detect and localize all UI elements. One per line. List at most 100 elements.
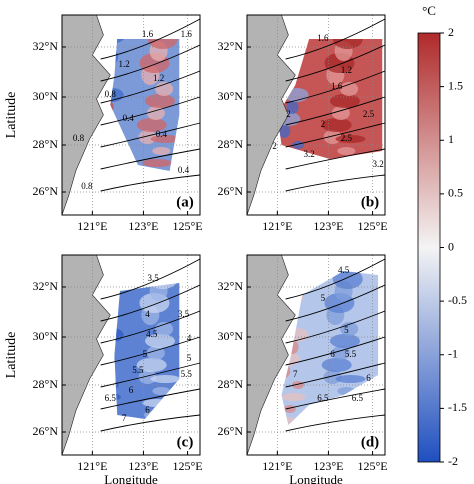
contour-label: 0.8 <box>73 133 85 143</box>
contour-label: 0.4 <box>178 165 190 175</box>
contour-line <box>285 70 386 104</box>
contour-line <box>285 388 386 410</box>
plot-frame <box>61 14 201 216</box>
contour-label: 3.2 <box>372 159 383 169</box>
lat-tick-label: 30°N <box>33 329 59 343</box>
patch <box>281 393 306 401</box>
patch <box>329 94 360 108</box>
contour-line <box>100 414 201 432</box>
lat-tick-label: 32°N <box>218 279 244 293</box>
contour-line <box>285 44 386 82</box>
colorbar-tick-label: 1.5 <box>448 78 463 92</box>
lat-tick-label: 26°N <box>218 184 244 198</box>
patch <box>102 263 126 283</box>
contour-line <box>100 18 201 60</box>
contour-line <box>100 122 201 148</box>
lat-tick-label: 28°N <box>218 137 244 151</box>
colorbar-tick-label: 1 <box>448 132 454 146</box>
contour-line <box>100 174 201 192</box>
patch <box>319 183 349 191</box>
lat-tick-label: 26°N <box>33 184 59 198</box>
patch <box>155 322 174 336</box>
patch <box>144 334 175 348</box>
patch <box>110 39 117 55</box>
y-axis-title: Latitude <box>4 332 19 379</box>
patch <box>321 358 352 372</box>
patch <box>152 387 171 395</box>
colorbar-tick-label: 0.5 <box>448 186 463 200</box>
lat-tick-label: 28°N <box>33 377 59 391</box>
contour-label: 5 <box>187 353 192 363</box>
contour-line <box>285 284 386 322</box>
land <box>61 14 111 216</box>
lon-tick-label: 123°E <box>313 219 343 233</box>
patch <box>134 183 164 191</box>
contour-line <box>285 18 386 60</box>
contour-label: 6 <box>145 405 150 415</box>
contour-label: 1.6 <box>142 29 154 39</box>
panel-label-box <box>357 193 383 211</box>
patch <box>110 153 121 161</box>
patch <box>149 283 168 301</box>
contour-line <box>100 388 201 410</box>
contour-label: 5.5 <box>345 349 357 359</box>
lat-tick-label: 28°N <box>33 137 59 151</box>
panel-label-box <box>172 433 198 451</box>
patch <box>146 106 165 120</box>
patch <box>340 322 359 336</box>
contour-line <box>285 174 386 192</box>
contour-label: 6 <box>330 349 335 359</box>
lat-tick-label: 26°N <box>33 424 59 438</box>
patch <box>337 147 356 155</box>
patch <box>283 405 296 413</box>
colorbar-tick-label: -1.5 <box>448 400 467 414</box>
contour-label: 1.6 <box>181 29 193 39</box>
land <box>246 254 296 456</box>
contour-line <box>285 362 386 388</box>
contour-label: 7 <box>122 413 127 423</box>
patch <box>331 106 350 120</box>
patch <box>114 283 117 295</box>
lat-tick-label: 32°N <box>33 279 59 293</box>
contour-label: 6.5 <box>105 393 117 403</box>
contour-line <box>285 96 386 126</box>
panel-label: (c) <box>177 434 194 450</box>
patch <box>144 171 162 179</box>
patch <box>332 39 363 49</box>
contour-label: 4.5 <box>338 265 350 275</box>
lon-tick-label: 123°E <box>313 459 343 473</box>
colorbar-tick-label: -1 <box>448 347 458 361</box>
y-axis-title: Latitude <box>4 92 19 139</box>
patch <box>147 39 178 49</box>
lon-tick-label: 121°E <box>77 219 107 233</box>
patch <box>287 39 312 43</box>
patch <box>134 423 164 431</box>
contour-label: 5 <box>344 325 349 335</box>
patch <box>286 100 299 114</box>
contour-label: 1.2 <box>118 59 129 69</box>
lon-tick-label: 125°E <box>358 459 388 473</box>
patch <box>99 405 111 413</box>
contour-label: 0.4 <box>123 113 135 123</box>
contour-label: 0.8 <box>105 89 117 99</box>
contour-label: 0.8 <box>81 181 93 191</box>
colorbar <box>417 32 441 463</box>
contour-line <box>100 284 201 322</box>
contour-label: 6.5 <box>352 393 364 403</box>
land <box>61 254 111 456</box>
lat-tick-label: 30°N <box>218 89 244 103</box>
contour-label: 5.5 <box>181 369 193 379</box>
lat-tick-label: 30°N <box>218 329 244 343</box>
contour-line <box>100 310 201 344</box>
contour-label: 2 <box>321 119 326 129</box>
contour-line <box>285 148 386 170</box>
colorbar-tick-label: -0.5 <box>448 293 467 307</box>
patch <box>335 375 366 383</box>
patch <box>335 135 366 143</box>
contour-label: 5 <box>143 349 148 359</box>
contour-line <box>100 336 201 366</box>
contour-label: 2 <box>286 109 291 119</box>
lat-tick-label: 30°N <box>33 89 59 103</box>
patch <box>289 275 302 295</box>
